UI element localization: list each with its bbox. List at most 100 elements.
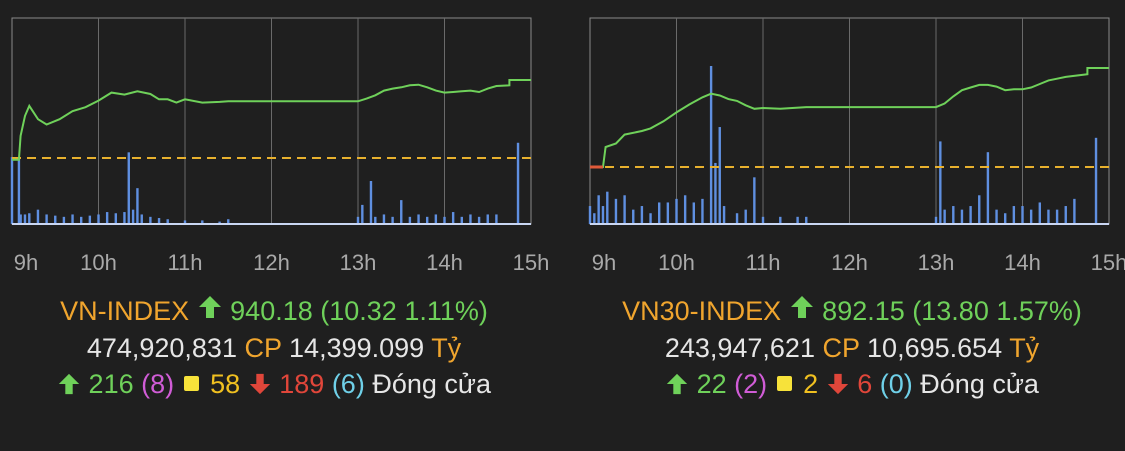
volume-line: 243,947,621 CP 10,695.654 Tỷ: [578, 333, 1125, 364]
volume-bar: [136, 188, 139, 224]
volume-bar: [1038, 202, 1041, 224]
unchanged-count: 58: [210, 369, 241, 399]
x-tick-label: 11h: [745, 250, 780, 275]
index-price: 892.15: [822, 296, 905, 326]
volume-bar: [469, 214, 472, 224]
square-icon: [183, 376, 199, 391]
volume-bar: [779, 216, 782, 224]
x-tick-label: 15h: [513, 250, 550, 275]
volume-bar: [374, 216, 377, 224]
volume-bar: [1021, 206, 1024, 224]
declines-count: 6: [857, 369, 873, 399]
volume-bar: [157, 218, 161, 224]
volume-bar: [614, 198, 618, 224]
volume-bar: [426, 216, 429, 224]
ceiling-count: (8): [141, 369, 175, 399]
volume-line: 474,920,831 CP 14,399.099 Tỷ: [0, 333, 548, 364]
volume-bar: [805, 216, 808, 224]
arrow-up-icon: [665, 369, 689, 399]
volume-bar: [19, 214, 22, 224]
volume-bar: [460, 216, 463, 224]
volume-bar: [10, 157, 14, 224]
volume-bar: [227, 219, 230, 224]
floor-count: (6): [331, 369, 365, 399]
volume-bar: [632, 209, 635, 224]
index-price: 940.18: [230, 296, 313, 326]
arrow-down-icon: [826, 369, 850, 399]
volume-bar: [201, 220, 204, 224]
x-tick-label: 11h: [167, 250, 202, 275]
volume-bar: [486, 214, 489, 224]
volume-bar: [952, 206, 955, 224]
volume-bar: [408, 216, 412, 224]
volume-bar: [658, 202, 661, 224]
x-tick-label: 9h: [592, 250, 616, 275]
value-unit: Tỷ: [431, 333, 462, 363]
volume-bar: [62, 216, 66, 224]
x-tick-label: 13h: [340, 250, 377, 275]
x-tick-label: 9h: [14, 250, 38, 275]
volume-bar: [97, 214, 100, 224]
volume-bar: [149, 216, 152, 224]
arrow-up-icon: [789, 296, 815, 326]
volume-bar: [714, 162, 717, 224]
chart-vn-index: 9h 10h 11h 12h 13h 14h 15h: [10, 17, 550, 275]
volume-bar: [451, 212, 455, 224]
volume-bar: [939, 141, 942, 224]
volume-bar: [391, 216, 394, 224]
volume-bar: [1094, 137, 1098, 224]
volume-bar: [45, 214, 48, 224]
volume-bar: [80, 216, 83, 224]
x-tick-label: 10h: [658, 250, 695, 275]
volume-bar: [588, 206, 592, 224]
volume-bar: [995, 209, 998, 224]
volume-bar: [114, 213, 117, 224]
x-tick-label: 15h: [1091, 250, 1125, 275]
chart-panel-vn-index: 9h 10h 11h 12h 13h 14h 15h VN-INDEX 940.18 (10…: [0, 0, 560, 451]
x-tick-label: 10h: [80, 250, 117, 275]
volume-bar: [978, 195, 981, 224]
breadth-line: 22 (2) 2 6 (0) Đóng cửa: [578, 369, 1125, 400]
volume-bar: [744, 209, 747, 224]
volume-bar: [71, 214, 74, 224]
volume-bar: [36, 209, 40, 224]
volume-bar: [123, 212, 126, 224]
volume-bar: [683, 195, 687, 224]
volume-bar: [131, 209, 135, 224]
price-line: [12, 79, 531, 161]
volume-bar: [1012, 206, 1016, 224]
volume-bar: [1055, 209, 1059, 224]
volume-bar: [400, 200, 403, 224]
x-tick-label: 14h: [1004, 250, 1041, 275]
x-tick-label: 12h: [831, 250, 868, 275]
index-change: (10.32 1.11%): [320, 296, 488, 326]
volume-bar: [356, 216, 360, 224]
volume-bar: [640, 206, 644, 224]
trade-value: 10,695.654: [867, 333, 1003, 363]
x-tick-label: 14h: [426, 250, 463, 275]
volume-bar: [943, 209, 946, 224]
volume-bar: [701, 198, 704, 224]
volume-bar: [140, 214, 143, 224]
advances-count: 22: [696, 369, 727, 399]
chart-panel-vn30-index: 9h 10h 11h 12h 13h 14h 15h VN30-INDEX 892.15 (…: [578, 0, 1125, 451]
index-name: VN-INDEX: [60, 296, 190, 326]
declines-count: 189: [279, 369, 325, 399]
volume-value: 243,947,621: [664, 333, 815, 363]
index-change: (13.80 1.57%): [912, 296, 1082, 326]
session-status: Đóng cửa: [920, 369, 1039, 399]
volume-bar: [1073, 198, 1076, 224]
volume-bar: [1029, 209, 1033, 224]
volume-bar: [709, 66, 713, 224]
volume-bar: [516, 142, 520, 224]
volume-bar: [666, 202, 670, 224]
volume-bar: [1047, 209, 1050, 224]
unchanged-count: 2: [803, 369, 819, 399]
x-tick-label: 13h: [918, 250, 955, 275]
volume-bar: [477, 216, 481, 224]
volume-bar: [718, 127, 721, 224]
volume-bar: [417, 214, 420, 224]
volume-bar: [969, 206, 972, 224]
volume-bar: [28, 213, 31, 224]
volume-bar: [606, 191, 609, 224]
